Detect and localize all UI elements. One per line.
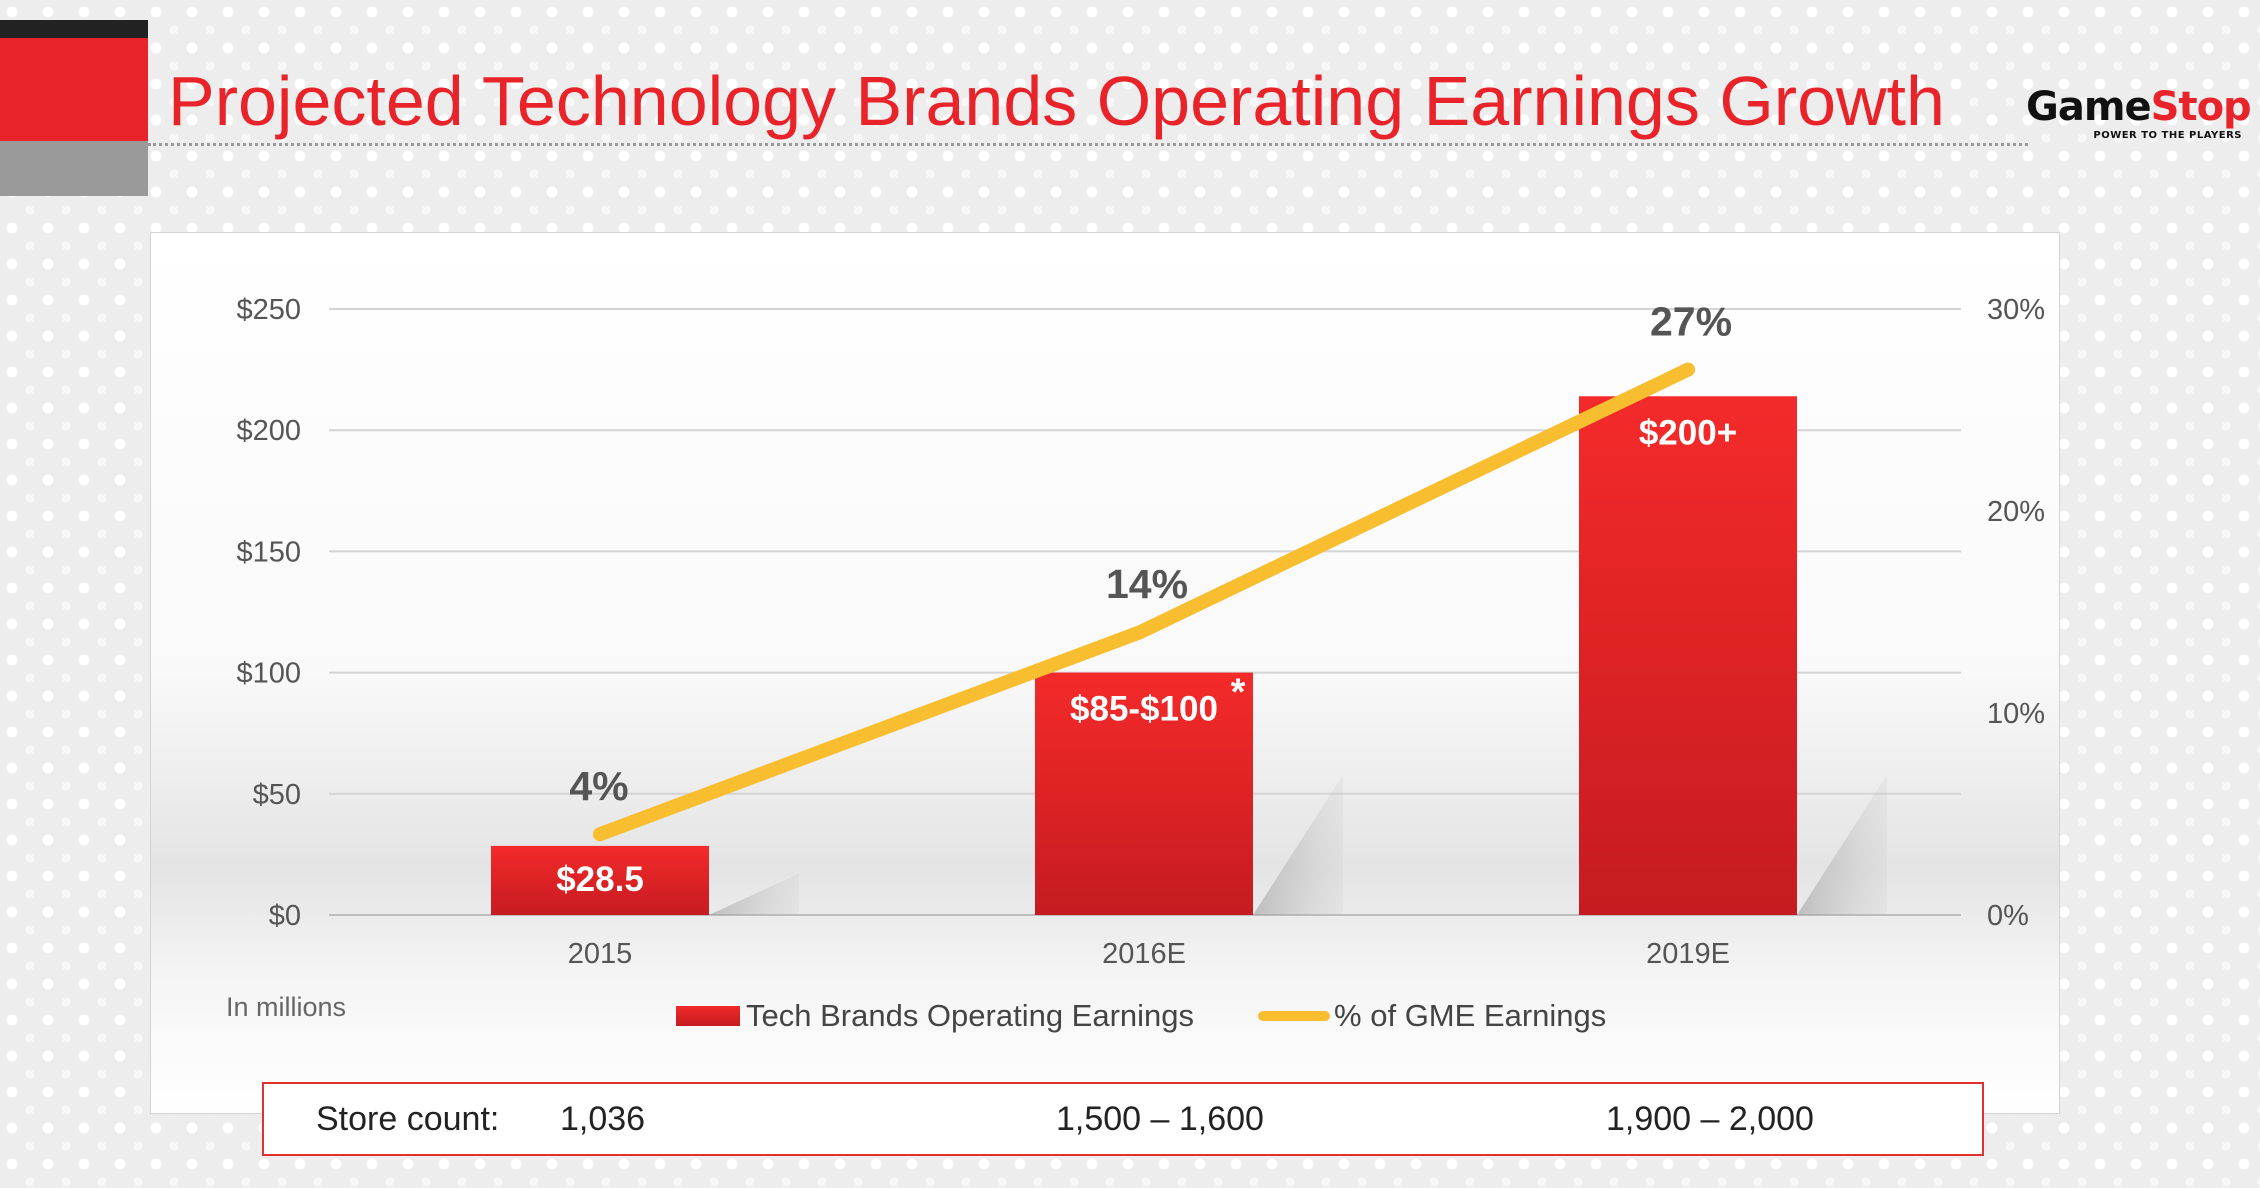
left-axis-tick-label: $250: [236, 294, 301, 326]
gamestop-logo: GameStop POWER TO THE PLAYERS: [2026, 84, 2252, 154]
left-axis-tick-label: $50: [253, 779, 301, 811]
x-axis-tick-label: 2016E: [1102, 938, 1186, 970]
bar-shadow: [709, 873, 799, 915]
right-axis-tick-label: 0%: [1987, 900, 2029, 932]
chart-panel: $0 $50 $100 $150 $200 $250 0% 10% 20% 30% $28.5 201…: [150, 232, 2060, 1114]
bar-data-label: $200+: [1639, 413, 1737, 452]
units-note: In millions: [226, 992, 347, 1022]
logo-word-stop: Stop: [2150, 84, 2252, 130]
x-axis-tick-label: 2019E: [1646, 938, 1730, 970]
bar: [1579, 396, 1797, 915]
bar-shadow: [1253, 775, 1343, 915]
logo-word-game: Game: [2026, 84, 2152, 130]
store-count-box: Store count: 1,036 1,500 – 1,600 1,900 –…: [262, 1082, 1984, 1156]
x-axis-tick-label: 2015: [568, 938, 633, 970]
logo-tagline: POWER TO THE PLAYERS: [2093, 130, 2242, 141]
bar-data-label: $28.5: [556, 860, 644, 899]
store-count-label: Store count:: [316, 1100, 500, 1138]
bar: [491, 845, 709, 915]
legend-line-swatch: [1258, 1011, 1331, 1021]
chart-canvas: $0 $50 $100 $150 $200 $250 0% 10% 20% 30% $28.5 201…: [236, 294, 2045, 970]
bar: [1035, 672, 1253, 915]
left-axis-tick-label: $200: [236, 415, 301, 447]
percent-point: [1681, 362, 1695, 377]
title-divider: [148, 143, 2028, 146]
left-axis-tick-label: $150: [236, 536, 301, 568]
footnote-asterisk: *: [1231, 672, 1246, 714]
left-axis-tick-label: $100: [236, 658, 301, 690]
right-axis-tick-label: 10%: [1987, 698, 2045, 730]
header-accent-gray: [0, 141, 148, 196]
store-count-2019e: 1,900 – 2,000: [1606, 1100, 1814, 1138]
header-accent-bar: [0, 20, 148, 38]
bar-data-label: $85-$100: [1070, 690, 1218, 729]
page-title: Projected Technology Brands Operating Ea…: [168, 62, 1945, 140]
line-data-label: 14%: [1106, 561, 1188, 607]
legend-line-label: % of GME Earnings: [1334, 998, 1607, 1033]
line-data-label: 27%: [1650, 299, 1732, 345]
store-count-2015: 1,036: [560, 1100, 646, 1138]
line-data-label: 4%: [569, 763, 628, 809]
left-axis-tick-label: $0: [269, 900, 301, 932]
header-accent-block: [0, 38, 148, 141]
legend-bar-label: Tech Brands Operating Earnings: [746, 998, 1195, 1033]
right-axis-tick-label: 20%: [1987, 496, 2045, 528]
store-count-2016e: 1,500 – 1,600: [1056, 1100, 1264, 1138]
bar-shadow: [1797, 775, 1887, 915]
percent-point: [1133, 625, 1147, 640]
legend-bar-swatch: [676, 1006, 740, 1026]
right-axis-tick-label: 30%: [1987, 294, 2045, 326]
percent-point: [593, 827, 607, 842]
chart-legend: Tech Brands Operating Earnings % of GME …: [676, 998, 1606, 1034]
